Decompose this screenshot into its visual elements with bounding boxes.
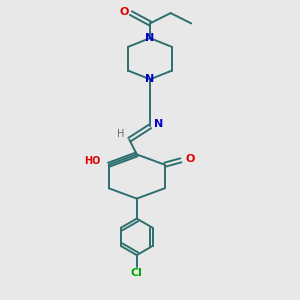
Text: HO: HO — [84, 156, 101, 166]
Text: N: N — [146, 74, 154, 84]
Text: H: H — [118, 129, 125, 140]
Text: Cl: Cl — [131, 268, 143, 278]
Text: N: N — [146, 33, 154, 43]
Text: O: O — [120, 7, 129, 16]
Text: N: N — [154, 119, 163, 129]
Text: O: O — [185, 154, 194, 164]
